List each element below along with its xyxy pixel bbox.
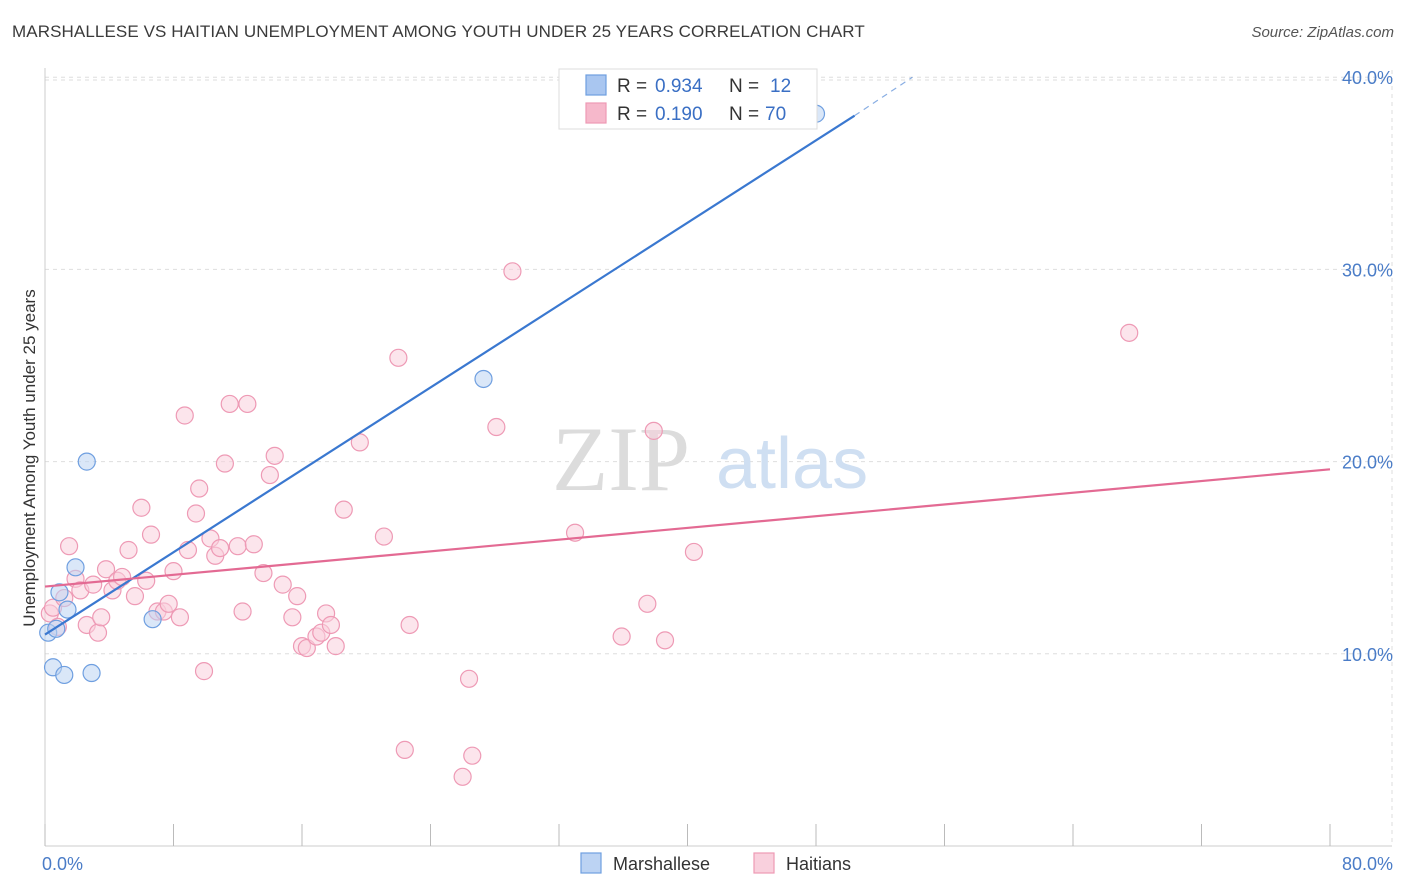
haitians-trend-line [44, 468, 1331, 588]
haitians-point-32 [210, 538, 230, 558]
haitians-point-16 [125, 587, 145, 606]
haitians-point-9 [88, 623, 108, 642]
haitians-point-61 [487, 417, 506, 437]
haitians-point-27 [186, 504, 206, 523]
haitians-point-39 [254, 563, 273, 583]
legend-swatch-haitians [585, 102, 607, 124]
haitians-point-44 [288, 587, 307, 606]
legend-r-value-marshallese: 0.934 [655, 76, 703, 97]
bottom-legend-swatch-marshallese [580, 852, 602, 874]
marshallese-point-3 [55, 665, 74, 685]
haitians-point-8 [84, 575, 103, 594]
source-label: Source: ZipAtlas.com [1251, 24, 1394, 41]
haitians-point-41 [265, 446, 284, 465]
marshallese-point-7 [77, 452, 96, 471]
haitians-point-64 [612, 627, 631, 646]
data-points [39, 104, 1139, 786]
haitians-point-10 [92, 608, 111, 627]
legend-r-label-haitians: R = [617, 104, 647, 125]
haitians-point-14 [112, 567, 132, 587]
bottom-legend-swatch-haitians [753, 852, 775, 874]
legend-n-label-haitians: N = [729, 104, 759, 125]
haitians-point-58 [453, 767, 472, 786]
x-tick-label-0: 0.0% [42, 854, 83, 874]
haitians-point-24 [170, 608, 190, 627]
bottom-legend: Marshallese Haitians [580, 852, 851, 874]
haitians-point-67 [655, 631, 675, 650]
watermark-zip: ZIP [552, 408, 690, 510]
haitians-point-15 [119, 540, 138, 560]
marshallese-point-6 [66, 558, 85, 577]
marshallese-trend-extension [854, 76, 913, 117]
marshallese-point-8 [82, 663, 101, 683]
y-tick-label-3: 40.0% [1342, 68, 1393, 88]
haitians-point-68 [684, 542, 704, 562]
haitians-point-19 [141, 525, 161, 544]
haitians-point-35 [228, 537, 247, 556]
haitians-point-36 [233, 602, 252, 621]
haitians-point-34 [220, 394, 239, 414]
y-tick-label-2: 30.0% [1342, 260, 1393, 280]
watermark-atlas: atlas [716, 424, 868, 504]
haitians-point-4 [59, 537, 79, 556]
x-tick-label-1: 80.0% [1342, 854, 1393, 874]
chart-title: MARSHALLESE VS HAITIAN UNEMPLOYMENT AMON… [12, 22, 865, 41]
haitians-point-56 [395, 740, 414, 760]
haitians-point-33 [215, 454, 234, 473]
legend-r-value-haitians: 0.190 [655, 104, 703, 125]
haitians-point-43 [283, 608, 302, 627]
bottom-legend-label-haitians: Haitians [786, 854, 851, 874]
haitians-point-23 [164, 562, 183, 581]
haitians-point-57 [400, 615, 419, 635]
haitians-point-28 [190, 479, 209, 498]
haitians-point-22 [159, 594, 178, 613]
marshallese-trend-line [44, 114, 856, 636]
haitians-point-25 [175, 406, 194, 425]
watermark: ZIP atlas [552, 408, 868, 510]
haitians-point-11 [96, 560, 116, 579]
legend-r-label-marshallese: R = [617, 76, 647, 97]
haitians-point-55 [389, 348, 408, 367]
haitians-point-62 [503, 262, 522, 281]
haitians-point-69 [1120, 323, 1139, 342]
legend-swatch-marshallese [585, 74, 607, 96]
haitians-point-17 [132, 498, 151, 517]
legend-n-value-haitians: 70 [765, 104, 786, 125]
haitians-point-38 [244, 535, 263, 554]
bottom-legend-label-marshallese: Marshallese [613, 854, 710, 874]
y-tick-label-0: 10.0% [1342, 645, 1393, 665]
haitians-point-37 [238, 394, 257, 414]
legend-n-value-marshallese: 12 [770, 76, 791, 97]
haitians-point-65 [638, 594, 657, 613]
haitians-point-66 [644, 421, 663, 440]
marshallese-point-9 [143, 610, 162, 629]
haitians-point-50 [321, 615, 341, 635]
haitians-point-60 [463, 746, 482, 765]
tick-labels: 10.0% 20.0% 30.0% 40.0% 0.0% 80.0% [42, 68, 1393, 874]
haitians-point-29 [194, 662, 214, 681]
y-tick-label-1: 20.0% [1342, 453, 1393, 473]
marshallese-point-5 [58, 600, 77, 619]
trend-lines [44, 76, 1331, 636]
legend-n-label-marshallese: N = [729, 76, 759, 97]
marshallese-point-4 [50, 583, 69, 602]
haitians-point-59 [459, 669, 479, 688]
haitians-point-51 [326, 637, 345, 656]
marshallese-point-10 [474, 369, 493, 389]
haitians-point-52 [334, 500, 353, 519]
axes [44, 68, 1392, 847]
haitians-point-40 [260, 465, 279, 485]
legend: R = 0.934 N = 12 R = 0.190 N = 70 [558, 68, 818, 130]
haitians-point-42 [273, 575, 292, 594]
haitians-point-54 [374, 527, 394, 546]
